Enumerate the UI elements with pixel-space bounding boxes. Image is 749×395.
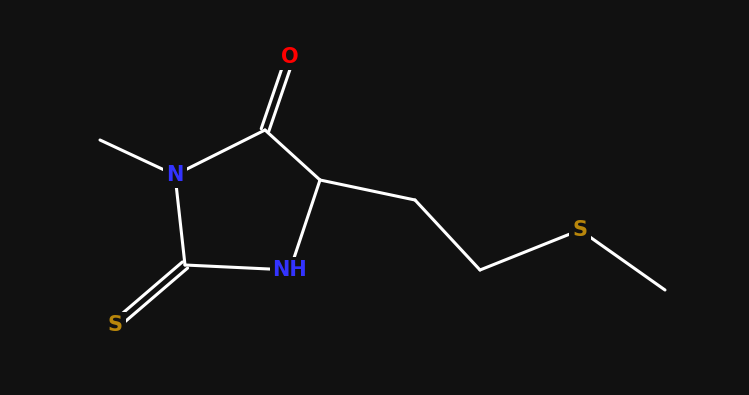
Text: S: S	[572, 220, 587, 240]
Text: S: S	[108, 315, 123, 335]
Text: O: O	[281, 47, 299, 67]
Text: N: N	[166, 165, 184, 185]
Text: NH: NH	[273, 260, 307, 280]
